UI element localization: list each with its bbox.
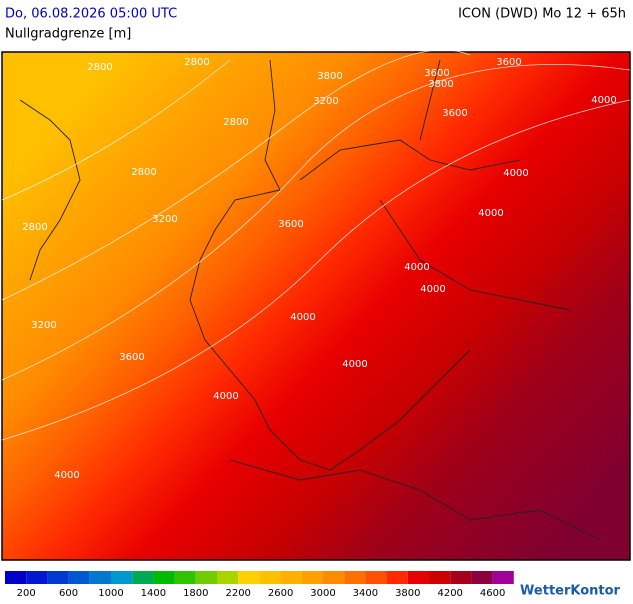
contour-label: 3800	[428, 79, 453, 90]
legend-swatch	[323, 571, 345, 584]
contours	[1, 49, 631, 441]
legend: 200 600 1000 1400 1800 2200 2600 3000 3400 3800 42…	[5, 571, 514, 599]
contour-label: 4000	[478, 208, 503, 219]
legend-swatch	[492, 571, 514, 584]
borders	[19, 59, 601, 541]
contour-label: 2800	[87, 62, 112, 73]
contour-label: 2800	[223, 117, 248, 128]
contour-label: 3800	[317, 71, 342, 82]
legend-label: 1400	[141, 588, 166, 599]
legend-label: 1800	[183, 588, 208, 599]
contour-label: 4000	[54, 470, 79, 481]
legend-swatch	[386, 571, 408, 584]
parameter: Nullgradgrenze [m]	[5, 27, 131, 42]
contour-label: 4000	[420, 284, 445, 295]
legend-swatch	[195, 571, 217, 584]
legend-label: 3000	[310, 588, 335, 599]
contour-label: 3200	[31, 320, 56, 331]
contour-label: 2800	[131, 167, 156, 178]
contour-label: 3200	[152, 214, 177, 225]
legend-swatch	[238, 571, 260, 584]
legend-swatch	[471, 571, 493, 584]
contour-label: 3600	[119, 352, 144, 363]
legend-label: 1000	[98, 588, 123, 599]
legend-swatch	[301, 571, 323, 584]
contour-label: 4000	[290, 312, 315, 323]
legend-swatch	[132, 571, 154, 584]
model-run: ICON (DWD) Mo 12 + 65h	[458, 7, 626, 22]
contour-label: 2800	[184, 57, 209, 68]
legend-swatch	[47, 571, 69, 584]
contour-label: 3600	[424, 68, 449, 79]
legend-swatch	[217, 571, 239, 584]
legend-swatch	[344, 571, 366, 584]
contour-label: 3600	[496, 57, 521, 68]
legend-label: 2600	[268, 588, 293, 599]
legend-label: 4200	[437, 588, 462, 599]
legend-swatch	[450, 571, 472, 584]
contour-label: 2800	[22, 222, 47, 233]
contour-label: 4000	[213, 391, 238, 402]
legend-swatch	[429, 571, 451, 584]
legend-label: 2200	[225, 588, 250, 599]
legend-swatch	[174, 571, 196, 584]
contour-label: 3200	[313, 96, 338, 107]
map-field	[1, 51, 631, 561]
legend-swatch	[5, 571, 27, 584]
legend-label: 3400	[353, 588, 378, 599]
contour-label: 4000	[342, 359, 367, 370]
contour-label: 4000	[503, 168, 528, 179]
contour-label: 3600	[278, 219, 303, 230]
legend-label: 3800	[395, 588, 420, 599]
legend-swatch	[407, 571, 429, 584]
legend-swatch	[111, 571, 133, 584]
datetime: Do, 06.08.2026 05:00 UTC	[5, 7, 177, 22]
legend-swatch	[26, 571, 48, 584]
legend-label: 4600	[480, 588, 505, 599]
legend-swatch	[68, 571, 90, 584]
contour-label: 4000	[404, 262, 429, 273]
legend-swatch	[153, 571, 175, 584]
legend-swatch	[365, 571, 387, 584]
contour-labels: 2800 280038003200360036003800360040002800…	[22, 57, 616, 481]
legend-label: 200	[17, 588, 36, 599]
legend-swatch	[280, 571, 302, 584]
contour-label: 4000	[591, 95, 616, 106]
logo: WetterKontor	[520, 584, 621, 599]
legend-swatch	[89, 571, 111, 584]
contour-label: 3600	[442, 108, 467, 119]
legend-swatch	[259, 571, 281, 584]
legend-label: 600	[59, 588, 78, 599]
